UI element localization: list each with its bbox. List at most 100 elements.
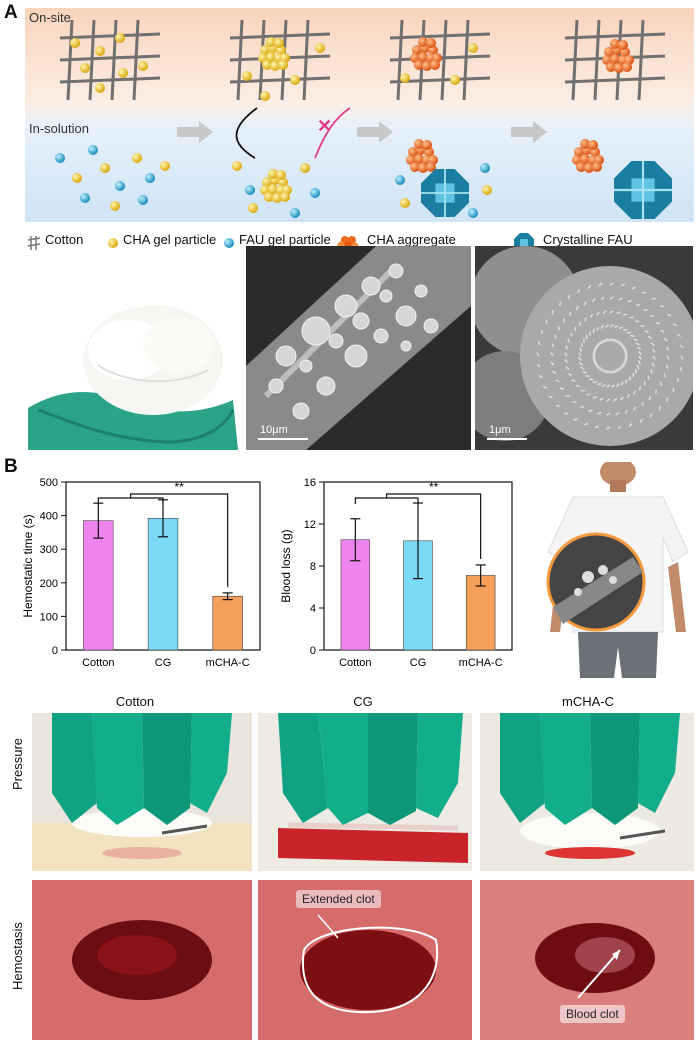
sem-aggregate-image: 1μm: [475, 246, 693, 450]
crystal-bead: [352, 312, 370, 330]
cotton-grid-1: [59, 19, 161, 101]
crystal-bead: [292, 402, 310, 420]
process-arrow-1: [177, 121, 213, 143]
crystal-bead: [316, 376, 336, 396]
cha-particle: [100, 163, 110, 173]
hemostatic-time-bar-cg: [147, 517, 179, 651]
hemostatic-time-significance: **: [174, 480, 184, 494]
hemostatic-time-ylabel: Hemostatic time (s): [21, 514, 35, 617]
col-title-mcha: mCHA-C: [562, 694, 614, 709]
fau-particle: [395, 175, 405, 185]
blood-loss-ylabel: Blood loss (g): [279, 529, 293, 602]
fau-particle: [310, 188, 320, 198]
hemostatic-time-ytick-label: 0: [52, 645, 58, 657]
legend-cha-gel: CHA gel particle: [123, 232, 217, 247]
fau-particle: [290, 208, 300, 218]
blood-loss-xtick-label: CG: [410, 657, 427, 669]
crystal-bead: [328, 333, 344, 349]
col-title-cg: CG: [353, 694, 373, 709]
svg-text:✕: ✕: [317, 116, 332, 136]
process-arrow-3: [511, 121, 547, 143]
row-title-hemostasis: Hemostasis: [10, 922, 25, 990]
crystal-bead: [373, 328, 389, 344]
cha-particle: [70, 38, 80, 48]
fau-particle: [245, 185, 255, 195]
hemostatic-time-sig-bracket: [130, 493, 229, 587]
hemostatic-time-xtick-label: CG: [155, 657, 172, 669]
cha-particle: [95, 46, 105, 56]
fau-particle: [468, 208, 478, 218]
crystal-bead: [275, 345, 297, 367]
cha-particle: [118, 68, 128, 78]
person-tshirt-photo: [538, 462, 698, 678]
scale-bar-10um: [258, 438, 308, 440]
scale-bar-1um: [487, 438, 527, 440]
panel-label-b: B: [4, 456, 18, 477]
hemostatic-time-ytick-label: 100: [40, 611, 58, 623]
cha-particle: [450, 75, 460, 85]
process-arrow-2: [357, 121, 393, 143]
crystal-bead: [388, 263, 404, 279]
cha-particle: [72, 173, 82, 183]
fau-gel-icon: [224, 238, 234, 248]
legend-cotton: Cotton: [45, 232, 84, 247]
hemostasis-photo-cg: Extended clot: [258, 880, 472, 1040]
crystal-bead: [334, 294, 358, 318]
sem-fiber-image: 10μm: [246, 246, 471, 450]
pressure-photo-mcha: [480, 713, 694, 871]
hemostatic-time-ytick-label: 200: [40, 578, 58, 590]
blood-loss-ytick-label: 12: [304, 519, 316, 531]
fau-crystal-final: [613, 160, 673, 220]
cha-aggregate-in-solution: [406, 139, 438, 173]
crystal-bead: [361, 276, 381, 296]
blood-loss-significance: **: [429, 480, 439, 494]
cha-particle: [132, 153, 142, 163]
row-title-pressure: Pressure: [10, 737, 25, 790]
legend-fau-gel: FAU gel particle: [239, 232, 331, 247]
cha-particle: [160, 161, 170, 171]
pressure-photo-cg: [258, 713, 472, 871]
crystal-bead: [299, 359, 313, 373]
blood-loss-ytick-label: 8: [310, 561, 316, 573]
synthesis-schematic: ✕ On-site In-solution: [25, 8, 694, 222]
cha-particle: [300, 163, 310, 173]
fau-particle: [145, 173, 155, 183]
cha-particle: [242, 71, 252, 81]
panel-label-a: A: [4, 2, 18, 23]
onsite-label: On-site: [29, 10, 71, 25]
hemostatic-time-bar-cotton: [83, 520, 114, 651]
cha-aggregate-final: [602, 39, 634, 73]
cha-particle: [110, 201, 120, 211]
hemostasis-photo-cotton: [32, 880, 252, 1040]
crystal-bead: [414, 284, 428, 298]
pressure-photo-cotton: [32, 713, 252, 871]
crystal-bead: [301, 316, 331, 346]
cha-particle: [315, 43, 325, 53]
hemostasis-photo-mcha: Blood clot: [480, 880, 694, 1040]
legend-cha-aggregate: CHA aggregate: [367, 232, 456, 247]
crystal-bead: [423, 318, 439, 334]
cha-particle: [138, 61, 148, 71]
cha-particle: [95, 83, 105, 93]
blood-loss-sig-bracket-group: [354, 497, 419, 504]
cha-particle: [482, 185, 492, 195]
legend-crystalline-fau: Crystalline FAU: [543, 232, 633, 247]
fau-particle: [480, 163, 490, 173]
fau-particle: [115, 181, 125, 191]
hemostatic-time-ytick-label: 400: [40, 511, 58, 523]
blood-loss-ytick-label: 0: [310, 645, 316, 657]
col-title-cotton: Cotton: [115, 694, 155, 709]
cha-particle: [260, 91, 270, 101]
hemostatic-time-bar-mcha-c: [212, 595, 243, 651]
fau-particle: [138, 195, 148, 205]
crystal-bead: [379, 289, 393, 303]
blood-loss-xtick-label: Cotton: [339, 657, 371, 669]
blood-loss-xtick-label: mCHA-C: [459, 657, 503, 669]
fau-particle: [55, 153, 65, 163]
fau-crystal: [420, 168, 470, 218]
cha-particle: [115, 33, 125, 43]
hemostatic-time-xtick-label: Cotton: [82, 657, 114, 669]
cha-particle: [232, 161, 242, 171]
cha-aggregate-on-fiber: [410, 37, 442, 71]
cha-particle: [290, 75, 300, 85]
